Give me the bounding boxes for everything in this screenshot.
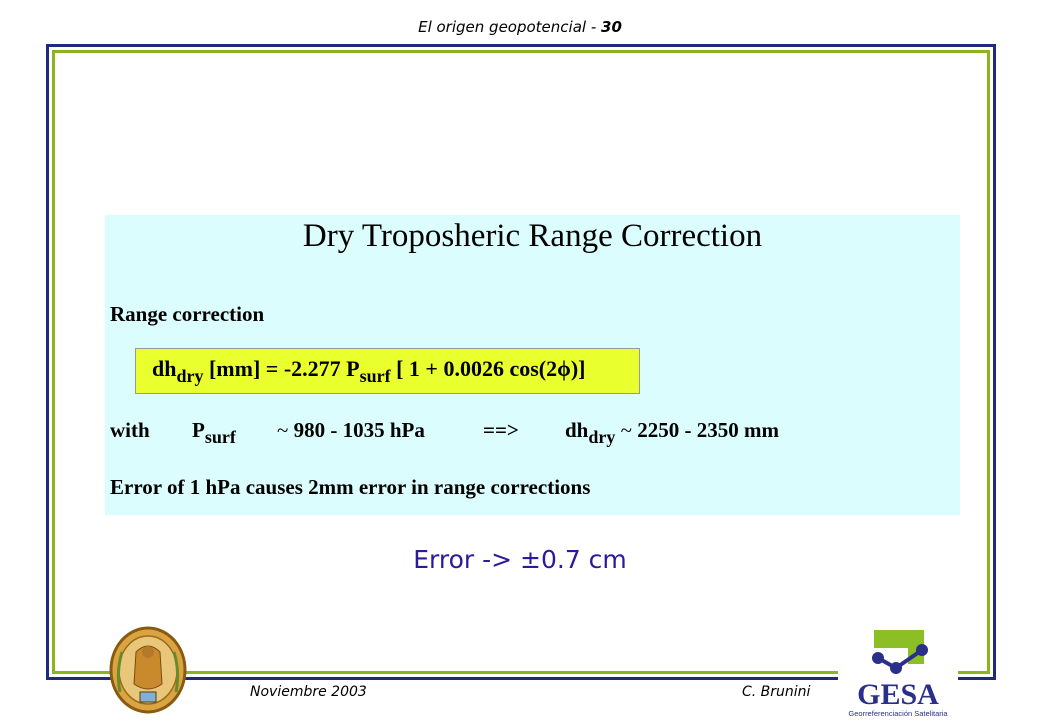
range-dh: dh: [565, 418, 589, 442]
slide-frame-outer: [46, 44, 996, 680]
slide-header: El origen geopotencial - 30: [0, 18, 1040, 36]
formula-tail: [ 1 + 0.0026 cos(2ϕ)]: [396, 356, 586, 381]
slide-frame-inner: [52, 50, 990, 674]
formula-p-subscript: surf: [359, 366, 391, 386]
dh-range-values: 2250 - 2350 mm: [637, 418, 779, 442]
formula-box: dhdry [mm] = -2.277 Psurf [ 1 + 0.0026 c…: [135, 348, 640, 394]
content-panel: Dry Troposheric Range Correction Range c…: [105, 215, 960, 515]
formula-dh: dh: [152, 356, 177, 381]
with-pressure: Psurf: [192, 418, 236, 448]
error-statement: Error of 1 hPa causes 2mm error in range…: [110, 475, 591, 499]
header-title: El origen geopotencial -: [418, 18, 602, 36]
formula-dh-subscript: dry: [176, 366, 204, 386]
with-label: with: [110, 418, 150, 442]
formula-text: dhdry [mm] = -2.277 Psurf [ 1 + 0.0026 c…: [152, 356, 586, 387]
dh-dry-range: dhdry ~ 2250 - 2350 mm: [565, 418, 779, 448]
pressure-range: ~ 980 - 1035 hPa: [277, 418, 425, 443]
footer-author: C. Brunini: [742, 684, 811, 700]
footer-date: Noviembre 2003: [250, 684, 367, 700]
university-seal-logo: [109, 626, 187, 714]
tilde-2: ~: [620, 418, 632, 442]
error-estimate: Error -> ±0.7 cm: [413, 545, 627, 574]
range-dh-subscript: dry: [588, 427, 616, 447]
header-page-number: 30: [601, 18, 622, 36]
range-correction-label: Range correction: [110, 302, 265, 326]
pressure-range-values: 980 - 1035 hPa: [293, 418, 425, 442]
implies-arrow: ==>: [483, 418, 519, 442]
gesa-logo-text: GESA: [857, 678, 939, 711]
tilde-1: ~: [277, 418, 289, 442]
gesa-logo: GESA Georreferenciación Satelitaria: [838, 624, 958, 720]
with-p: P: [192, 418, 205, 442]
panel-title: Dry Troposheric Range Correction: [302, 218, 763, 254]
formula-middle: [mm] = -2.277 P: [208, 356, 360, 381]
with-p-subscript: surf: [204, 427, 236, 447]
gesa-logo-tagline: Georreferenciación Satelitaria: [848, 709, 948, 718]
